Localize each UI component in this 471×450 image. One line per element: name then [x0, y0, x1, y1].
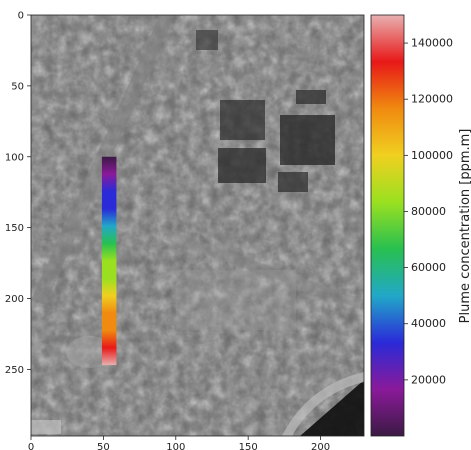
colorbar-tick-label: 60000 — [411, 261, 446, 274]
x-tick-label: 0 — [28, 442, 34, 450]
colorbar-bar — [370, 14, 405, 437]
road-horizontal — [165, 230, 364, 310]
colorbar-ticks: 20000 40000 60000 80000 100000 120000 140000 — [404, 37, 453, 386]
x-tick-label: 150 — [239, 442, 258, 450]
x-tick-label: 100 — [166, 442, 185, 450]
y-tick-label: 200 — [5, 294, 24, 305]
colorbar-tick-label: 100000 — [411, 149, 453, 162]
y-tick-label: 0 — [18, 11, 24, 22]
image-axes: 0 50 100 150 200 0 50 100 150 200 250 — [5, 11, 365, 450]
colorbar-tick-label: 140000 — [411, 37, 453, 50]
colorbar-tick-label: 20000 — [411, 373, 446, 386]
colorbar-label: Plume concentration [ppm.m] — [458, 129, 471, 324]
colorbar-tick-label: 40000 — [411, 317, 446, 330]
curved-road — [282, 372, 364, 436]
plume-strip — [101, 156, 117, 366]
x-tick-label: 50 — [97, 442, 110, 450]
dark-building-4 — [278, 172, 308, 192]
aerial-texture — [31, 15, 364, 436]
dark-building-2 — [280, 115, 335, 165]
y-tick-label: 150 — [5, 223, 24, 234]
y-tick-label: 100 — [5, 152, 24, 163]
building-topright — [296, 90, 326, 104]
colorbar-tick-label: 80000 — [411, 205, 446, 218]
colorbar: 20000 40000 60000 80000 100000 120000 140000 P… — [370, 14, 471, 437]
dark-building-3 — [218, 148, 266, 183]
x-axis: 0 50 100 150 200 — [28, 436, 330, 450]
x-tick-label: 200 — [311, 442, 330, 450]
building-top — [196, 30, 218, 50]
colorbar-tick-label: 120000 — [411, 93, 453, 106]
dark-water-corner — [300, 380, 364, 436]
dark-building-1 — [220, 100, 265, 140]
light-strip-left — [31, 420, 61, 434]
axes-frame — [30, 14, 365, 437]
light-block — [176, 270, 296, 330]
y-tick-label: 50 — [11, 81, 24, 92]
y-axis: 0 50 100 150 200 250 — [5, 11, 31, 376]
y-tick-label: 250 — [5, 365, 24, 376]
